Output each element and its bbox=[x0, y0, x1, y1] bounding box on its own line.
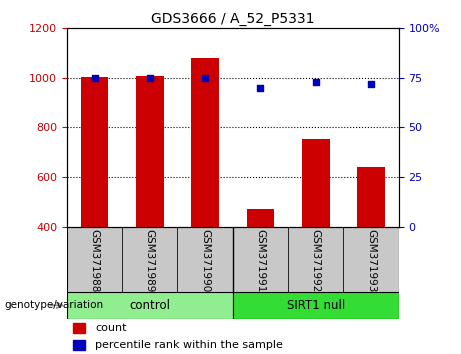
Bar bbox=[81, 78, 108, 227]
Point bbox=[91, 75, 98, 81]
Point bbox=[146, 75, 154, 81]
Text: percentile rank within the sample: percentile rank within the sample bbox=[95, 340, 283, 350]
Text: genotype/variation: genotype/variation bbox=[5, 300, 104, 310]
Point bbox=[312, 79, 319, 85]
Text: GSM371991: GSM371991 bbox=[255, 229, 266, 292]
Bar bbox=[73, 340, 85, 350]
Text: GSM371989: GSM371989 bbox=[145, 229, 155, 292]
Text: SIRT1 null: SIRT1 null bbox=[287, 299, 345, 312]
Text: GSM371988: GSM371988 bbox=[89, 229, 100, 292]
Bar bbox=[67, 292, 233, 319]
Bar bbox=[233, 292, 399, 319]
Text: count: count bbox=[95, 323, 127, 333]
Text: GSM371992: GSM371992 bbox=[311, 229, 321, 292]
Title: GDS3666 / A_52_P5331: GDS3666 / A_52_P5331 bbox=[151, 12, 314, 26]
Bar bbox=[122, 227, 177, 292]
Bar bbox=[357, 167, 385, 227]
Point bbox=[201, 75, 209, 81]
Text: control: control bbox=[130, 299, 170, 312]
Bar bbox=[136, 76, 164, 227]
Point bbox=[367, 81, 375, 87]
Bar bbox=[233, 227, 288, 292]
Bar bbox=[288, 227, 343, 292]
Text: GSM371990: GSM371990 bbox=[200, 229, 210, 292]
Bar bbox=[191, 58, 219, 227]
Bar bbox=[73, 323, 85, 333]
Bar bbox=[343, 227, 399, 292]
Bar bbox=[302, 139, 330, 227]
Bar bbox=[67, 227, 122, 292]
Text: GSM371993: GSM371993 bbox=[366, 229, 376, 292]
Bar bbox=[177, 227, 233, 292]
Bar bbox=[247, 209, 274, 227]
Point bbox=[257, 85, 264, 91]
